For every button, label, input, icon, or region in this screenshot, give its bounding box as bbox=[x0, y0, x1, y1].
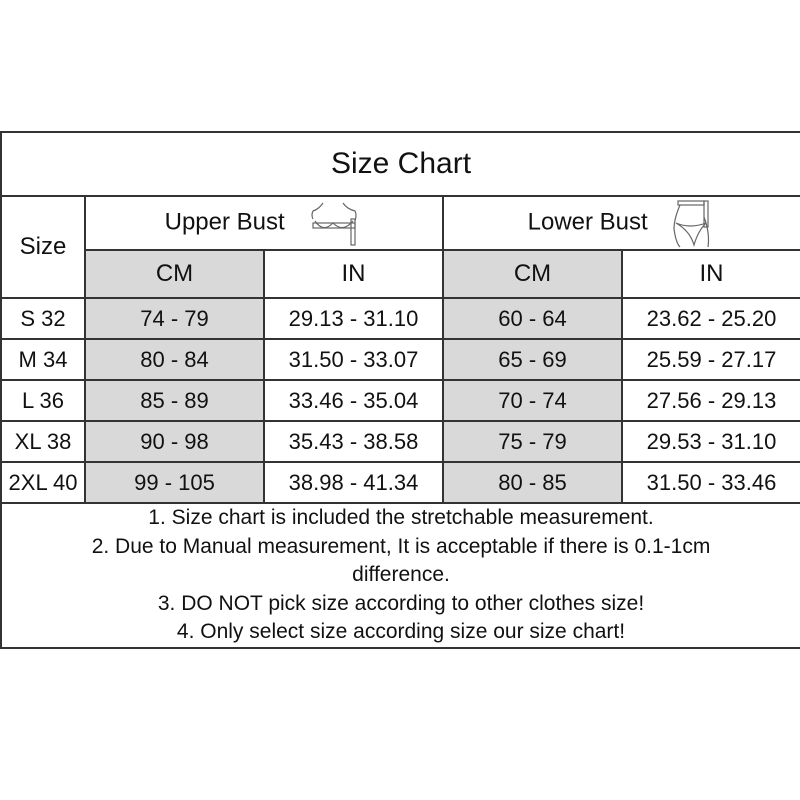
lower-bust-header: Lower Bust bbox=[441, 195, 800, 251]
note: 4. Only select size according size our s… bbox=[176, 620, 626, 644]
lower-cm-cell: 75 - 79 bbox=[442, 420, 623, 463]
size-cell: XL 38 bbox=[0, 420, 86, 463]
table-row: 2XL 40 99 - 105 38.98 - 41.34 80 - 85 31… bbox=[0, 461, 800, 504]
note: 1. Size chart is included the stretchabl… bbox=[148, 506, 654, 530]
lower-bust-label: Lower Bust bbox=[527, 208, 648, 236]
lower-in-cell: 23.62 - 25.20 bbox=[620, 297, 800, 340]
lower-in-cell: 25.59 - 27.17 bbox=[620, 338, 800, 381]
upper-bust-label: Upper Bust bbox=[164, 208, 285, 236]
upper-bust-header: Upper Bust bbox=[84, 195, 444, 251]
size-header: Size bbox=[0, 195, 86, 299]
upper-cm-cell: 90 - 98 bbox=[84, 420, 265, 463]
upper-in-cell: 29.13 - 31.10 bbox=[263, 297, 444, 340]
upper-in-cell: 31.50 - 33.07 bbox=[263, 338, 444, 381]
table-row: XL 38 90 - 98 35.43 - 38.58 75 - 79 29.5… bbox=[0, 420, 800, 463]
upper-in-cell: 38.98 - 41.34 bbox=[263, 461, 444, 504]
lower-in-cell: 29.53 - 31.10 bbox=[620, 420, 800, 463]
table-row: L 36 85 - 89 33.46 - 35.04 70 - 74 27.56… bbox=[0, 379, 800, 422]
unit-header-upper-cm: CM bbox=[84, 249, 265, 299]
upper-cm-cell: 74 - 79 bbox=[84, 297, 265, 340]
chart-title: Size Chart bbox=[0, 131, 800, 197]
lower-cm-cell: 60 - 64 bbox=[442, 297, 623, 340]
bust-measure-icon bbox=[311, 202, 357, 246]
table-row: S 32 74 - 79 29.13 - 31.10 60 - 64 23.62… bbox=[0, 297, 800, 340]
upper-cm-cell: 99 - 105 bbox=[84, 461, 265, 504]
upper-cm-cell: 85 - 89 bbox=[84, 379, 265, 422]
unit-header-lower-in: IN bbox=[620, 249, 800, 299]
note: 2. Due to Manual measurement, It is acce… bbox=[91, 534, 711, 587]
size-cell: 2XL 40 bbox=[0, 461, 86, 504]
size-cell: L 36 bbox=[0, 379, 86, 422]
table-row: M 34 80 - 84 31.50 - 33.07 65 - 69 25.59… bbox=[0, 338, 800, 381]
notes: 1. Size chart is included the stretchabl… bbox=[0, 502, 800, 649]
upper-in-cell: 35.43 - 38.58 bbox=[263, 420, 444, 463]
lower-in-cell: 31.50 - 33.46 bbox=[620, 461, 800, 504]
lower-cm-cell: 65 - 69 bbox=[442, 338, 623, 381]
size-chart-table: Size Chart Size Upper Bust Lower Bust CM… bbox=[0, 131, 800, 649]
size-cell: M 34 bbox=[0, 338, 86, 381]
upper-in-cell: 33.46 - 35.04 bbox=[263, 379, 444, 422]
lower-cm-cell: 70 - 74 bbox=[442, 379, 623, 422]
size-cell: S 32 bbox=[0, 297, 86, 340]
upper-cm-cell: 80 - 84 bbox=[84, 338, 265, 381]
unit-header-upper-in: IN bbox=[263, 249, 444, 299]
lower-cm-cell: 80 - 85 bbox=[442, 461, 623, 504]
waist-measure-icon bbox=[673, 200, 710, 248]
lower-in-cell: 27.56 - 29.13 bbox=[620, 379, 800, 422]
note: 3. DO NOT pick size according to other c… bbox=[157, 591, 645, 615]
unit-header-lower-cm: CM bbox=[442, 249, 623, 299]
